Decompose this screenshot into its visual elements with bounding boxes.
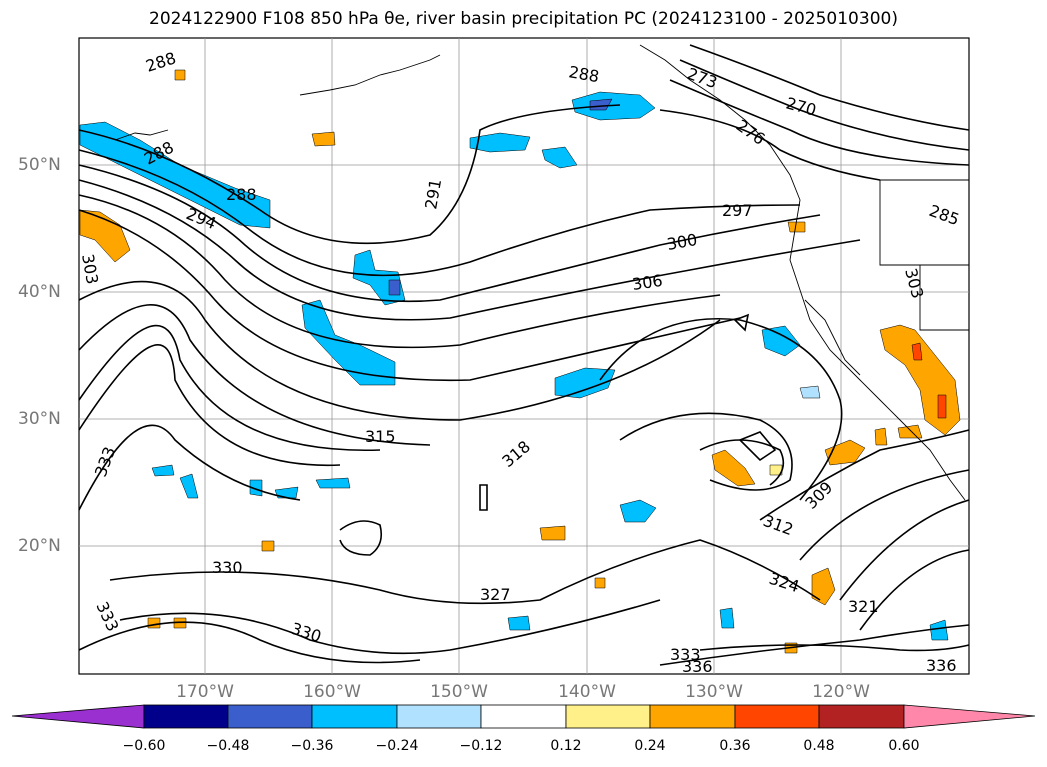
pos-patch [147,617,161,629]
neg-patch [469,132,531,153]
contour-label: 333 [670,645,701,664]
colorbar-tick: 0.60 [888,738,920,754]
pos-patch [787,221,806,233]
contour-label: 330 [212,558,243,577]
lat-label: 30°N [18,409,61,429]
lon-label: 120°W [812,682,870,702]
lon-label: 160°W [303,682,361,702]
contour-label: 288 [226,185,257,204]
neg-patch [541,146,578,169]
lon-label: 170°W [176,682,234,702]
pos-patch [174,69,186,81]
colorbar-segment [227,704,313,729]
colorbar-tick: −0.24 [375,738,419,754]
pos-patch [874,427,888,446]
pos-patch [539,525,566,541]
colorbar-segment [311,704,398,729]
colorbar-extend-low [11,704,145,729]
colorbar-tick: 0.48 [803,738,835,754]
lat-label: 50°N [18,155,61,175]
theta-e-contours [78,44,970,666]
colorbar-segment [734,704,820,729]
colorbar-segment [480,704,567,729]
contour-label: 306 [631,271,664,294]
colorbar-tick: −0.60 [122,738,166,754]
coastlines [114,44,969,501]
neg-patch [799,385,821,399]
lat-label: 20°N [18,536,61,556]
contour-label: 327 [480,585,511,604]
colorbar-segment [818,704,905,729]
lon-label: 130°W [685,682,743,702]
contour-label: 321 [848,597,879,616]
colorbar-tick: −0.36 [290,738,334,754]
neg-patch [554,367,616,399]
colorbar-tick: −0.12 [459,738,503,754]
precip-negative [79,91,949,641]
neg-patch [151,464,175,477]
colorbar-extend-high [903,704,1036,729]
precip-positive [79,69,961,654]
pos-patch [311,131,336,147]
neg-patch [388,279,401,296]
pos-patch [711,449,756,487]
colorbar-tick: −0.48 [206,738,250,754]
neg-patch [761,325,801,357]
colorbar-segment [649,704,736,729]
contour-label: 336 [682,657,713,676]
neg-patch [719,607,735,629]
colorbar-segment [565,704,651,729]
colorbar-tick: 0.36 [719,738,751,754]
lat-label: 40°N [18,282,61,302]
lon-label: 150°W [430,682,488,702]
neg-patch [619,499,657,523]
colorbar-segment [143,704,229,729]
pos-patch [911,342,923,361]
pos-patch [261,540,275,552]
pos-patch [937,394,947,419]
colorbar-tick: 0.24 [634,738,666,754]
contour-label: 297 [722,201,753,220]
neg-patch [179,473,199,499]
pos-patch [79,209,131,263]
map-frame [78,37,970,675]
pos-patch [594,577,606,589]
pos-patch [897,424,923,439]
map-title: 2024122900 F108 850 hPa θe, river basin … [149,9,898,29]
lon-label: 140°W [558,682,616,702]
neg-patch [315,477,351,489]
neg-patch [929,619,949,641]
neg-patch [249,479,263,497]
contour-label: 315 [365,427,396,446]
contour-label: 336 [926,656,957,675]
colorbar-tick: 0.12 [550,738,582,754]
colorbar [11,704,1036,729]
neg-patch [507,615,531,631]
colorbar-segment [396,704,482,729]
neg-patch [79,121,271,229]
pos-patch [769,464,783,476]
